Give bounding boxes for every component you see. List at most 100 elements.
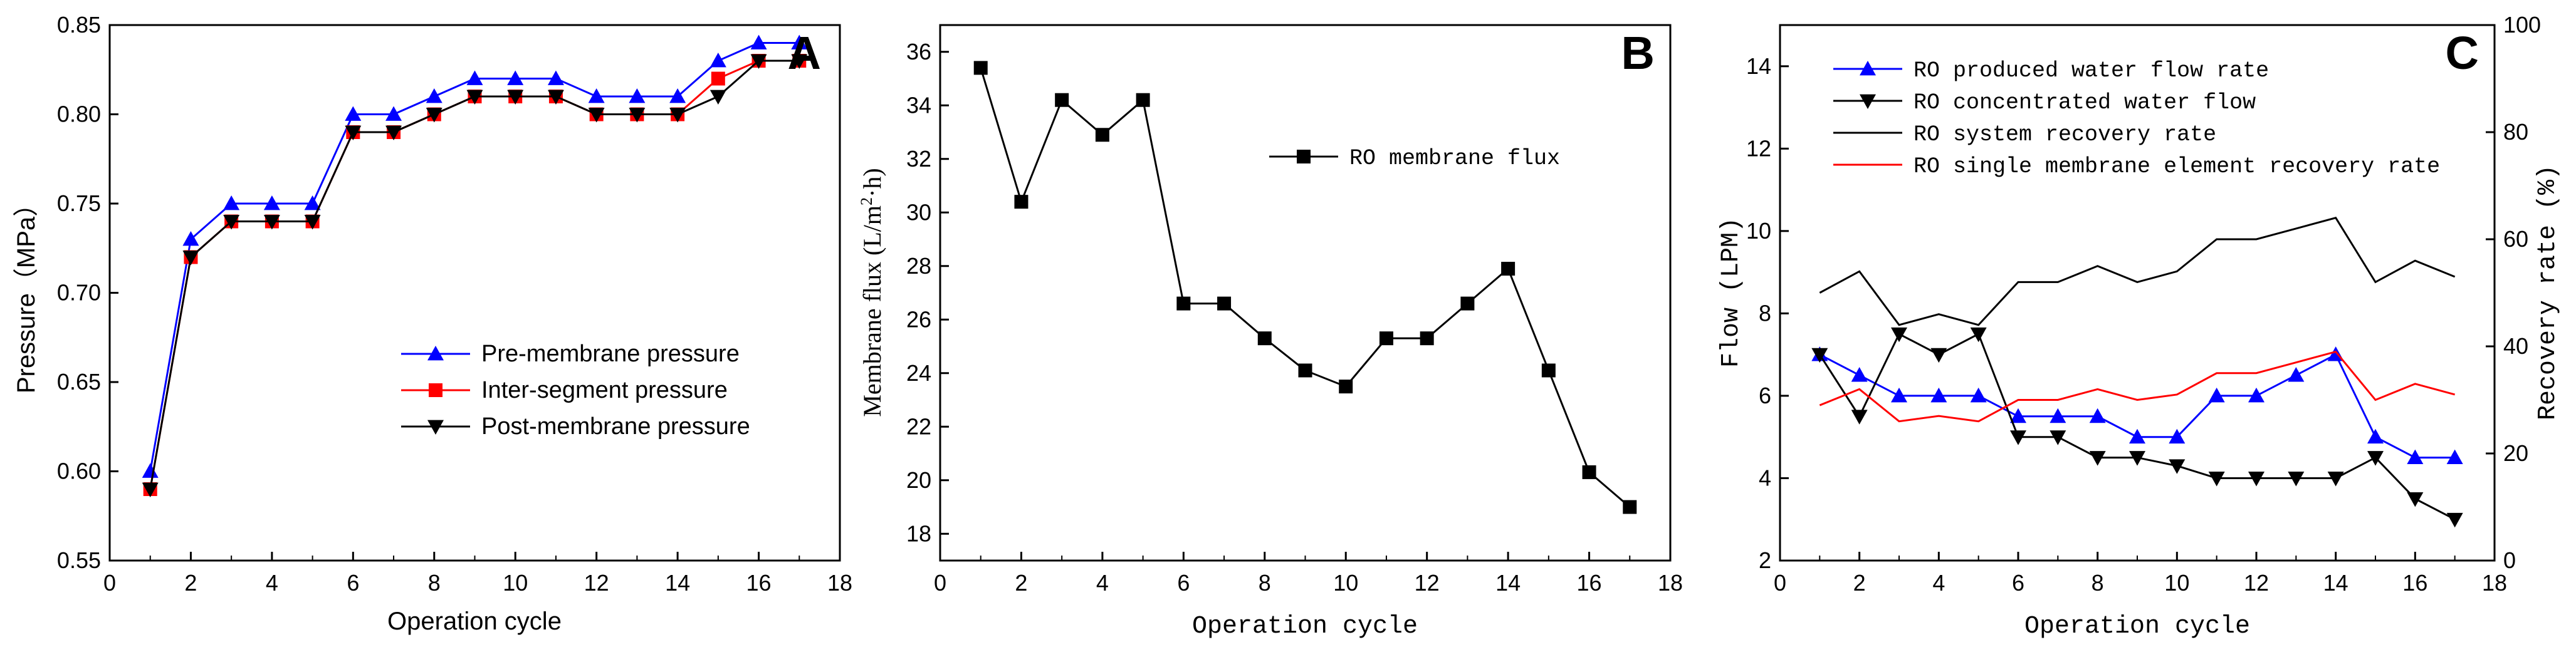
panel-b-y-axis-label-sup: 2 bbox=[857, 197, 876, 205]
panel-c-legend-label: RO produced water flow rate bbox=[1914, 58, 2269, 83]
panel-a-x-tick-label: 14 bbox=[665, 570, 690, 596]
panel-c-series-1-point bbox=[1851, 410, 1868, 425]
panel-a-x-tick-label: 18 bbox=[827, 570, 852, 596]
panel-b-x-tick-label: 18 bbox=[1658, 570, 1683, 596]
panel-b-x-tick-label: 10 bbox=[1333, 570, 1358, 596]
panel-a-x-tick-label: 4 bbox=[266, 570, 278, 596]
panel-c-y2-tick-label: 60 bbox=[2503, 226, 2528, 252]
panel-b-y-tick-label: 34 bbox=[906, 92, 931, 118]
panel-b-x-tick-label: 0 bbox=[934, 570, 946, 596]
panel-b-x-tick-label: 12 bbox=[1415, 570, 1440, 596]
panel-b-series-0 bbox=[973, 61, 1637, 514]
panel-a-series-2-point bbox=[507, 90, 524, 105]
panel-a-series-0-point bbox=[629, 88, 646, 103]
panel-a-y-tick-label: 0.70 bbox=[57, 280, 101, 306]
panel-c-letter: C bbox=[2446, 27, 2479, 79]
panel-c-series-3-line bbox=[1819, 350, 2456, 423]
panel-a-series-0-line bbox=[149, 42, 800, 472]
panel-a-series-2-point bbox=[466, 90, 483, 105]
panel-b-series-0-point bbox=[1257, 331, 1272, 346]
panel-b-x-tick-label: 14 bbox=[1495, 570, 1521, 596]
panel-c-legend-swatch-marker bbox=[1860, 94, 1876, 109]
panel-c-series-2-line bbox=[1819, 217, 2456, 326]
panel-a-legend-item: Post-membrane pressure bbox=[401, 413, 750, 440]
panel-a-series-0-point bbox=[385, 106, 402, 121]
panel-a-x-tick-label: 10 bbox=[503, 570, 528, 596]
chart-panel-a: 0 2 4 6 8 10 12 14 16 18 0.55 0.60 0.65 0.70 0.75 0.80 0… bbox=[13, 12, 852, 635]
panel-c-x-tick-label: 6 bbox=[2012, 570, 2024, 596]
panel-b-legend: RO membrane flux bbox=[1269, 146, 1560, 171]
panel-c-legend-item: RO single membrane element recovery rate bbox=[1833, 154, 2440, 179]
panel-c-series-1-point bbox=[1811, 348, 1828, 363]
panel-a-series-0 bbox=[142, 34, 808, 478]
panel-b-series-0-point bbox=[1014, 195, 1029, 209]
panel-c-series-0-point bbox=[2089, 408, 2106, 423]
panel-a-y-tick-label: 0.80 bbox=[57, 101, 101, 127]
panel-a-series-2-point bbox=[385, 125, 402, 140]
panel-a-legend-label: Inter-segment pressure bbox=[481, 377, 728, 403]
panel-b-series-0-point bbox=[1582, 465, 1596, 479]
panel-c-series-1-line bbox=[1819, 333, 2456, 520]
panel-a-series-0-point bbox=[791, 34, 808, 49]
panel-a-series-0-point bbox=[182, 231, 199, 246]
panel-c-x-tick-label: 10 bbox=[2164, 570, 2189, 596]
panel-a-series-0-point bbox=[507, 70, 524, 85]
panel-a-series-2-point bbox=[182, 251, 199, 266]
panel-a-series-0-point bbox=[588, 88, 605, 103]
panel-c-y-tick-label: 2 bbox=[1759, 547, 1771, 573]
panel-a-series-0-point bbox=[142, 463, 159, 478]
panel-c-y-tick-label: 8 bbox=[1759, 300, 1771, 326]
panel-b-y-tick-label: 30 bbox=[906, 199, 931, 225]
panel-a-series-0-point bbox=[304, 195, 321, 210]
panel-b-series-0-point bbox=[1623, 500, 1637, 514]
panel-c-y2-tick-label: 100 bbox=[2503, 12, 2541, 38]
panel-a-series-0-point bbox=[709, 53, 726, 68]
panel-c-series-1-point bbox=[2248, 472, 2264, 487]
panel-b-y-tick-label: 32 bbox=[906, 146, 931, 172]
panel-a-series-2-point bbox=[629, 108, 646, 123]
panel-a-legend-label: Post-membrane pressure bbox=[481, 413, 750, 440]
panel-a-x-tick-label: 2 bbox=[184, 570, 197, 596]
panel-a-series-0-point bbox=[547, 70, 564, 85]
panel-b-series-0-point bbox=[1420, 331, 1434, 346]
panel-b-series-0-point bbox=[1379, 331, 1393, 346]
panel-c-legend-item: RO concentrated water flow bbox=[1833, 90, 2256, 115]
panel-c-y2-tick-label: 20 bbox=[2503, 440, 2528, 466]
panel-a-x-tick-label: 12 bbox=[584, 570, 609, 596]
panel-a-y-tick-label: 0.60 bbox=[57, 458, 101, 484]
panel-b-y-axis-label: Membrane flux (L/m2·h) bbox=[857, 168, 887, 417]
panel-c-series-0-point bbox=[2010, 408, 2026, 423]
panel-c-x-tick-label: 14 bbox=[2323, 570, 2348, 596]
panel-a-x-tick-label: 16 bbox=[746, 570, 772, 596]
panel-a-series-2-point bbox=[750, 54, 767, 69]
panel-a-series-0-point bbox=[223, 195, 240, 210]
panel-c-x-tick-label: 2 bbox=[1853, 570, 1866, 596]
panel-c-series-0-point bbox=[2050, 408, 2066, 423]
panel-b-legend-swatch-marker bbox=[1297, 150, 1311, 163]
panel-c-series-1-point bbox=[2050, 430, 2066, 445]
panel-b-y-tick-label: 22 bbox=[906, 413, 931, 439]
panel-c-x-tick-label: 4 bbox=[1932, 570, 1945, 596]
panel-a-y-tick-label: 0.55 bbox=[57, 547, 101, 573]
panel-c-series-2 bbox=[1819, 217, 2456, 326]
panel-c-axes-frame bbox=[1779, 24, 2496, 562]
panel-c-y-tick-label: 10 bbox=[1746, 218, 1771, 244]
panel-b-series-0-line bbox=[980, 67, 1631, 508]
panel-c-series-1-point bbox=[2010, 430, 2026, 445]
panel-a-series-2-point bbox=[588, 108, 605, 123]
panel-b-series-0-point bbox=[1541, 363, 1556, 378]
panel-c-legend-label: RO system recovery rate bbox=[1914, 122, 2216, 147]
panel-a-series-0-point bbox=[345, 106, 362, 121]
panel-b-legend-item: RO membrane flux bbox=[1269, 146, 1560, 171]
panel-c-x-axis-label: Operation cycle bbox=[2024, 613, 2250, 641]
panel-b-y-tick-label: 20 bbox=[906, 467, 931, 493]
panel-c-series-0-point bbox=[2248, 387, 2264, 403]
panel-c-legend-item: RO produced water flow rate bbox=[1833, 58, 2269, 83]
panel-a-series-0-point bbox=[750, 34, 767, 49]
panel-b-legend-label: RO membrane flux bbox=[1349, 146, 1560, 171]
panel-c-y-tick-label: 12 bbox=[1746, 135, 1771, 161]
panel-c-y2-tick-label: 0 bbox=[2503, 547, 2516, 573]
panel-c-series-1 bbox=[1811, 327, 2463, 528]
